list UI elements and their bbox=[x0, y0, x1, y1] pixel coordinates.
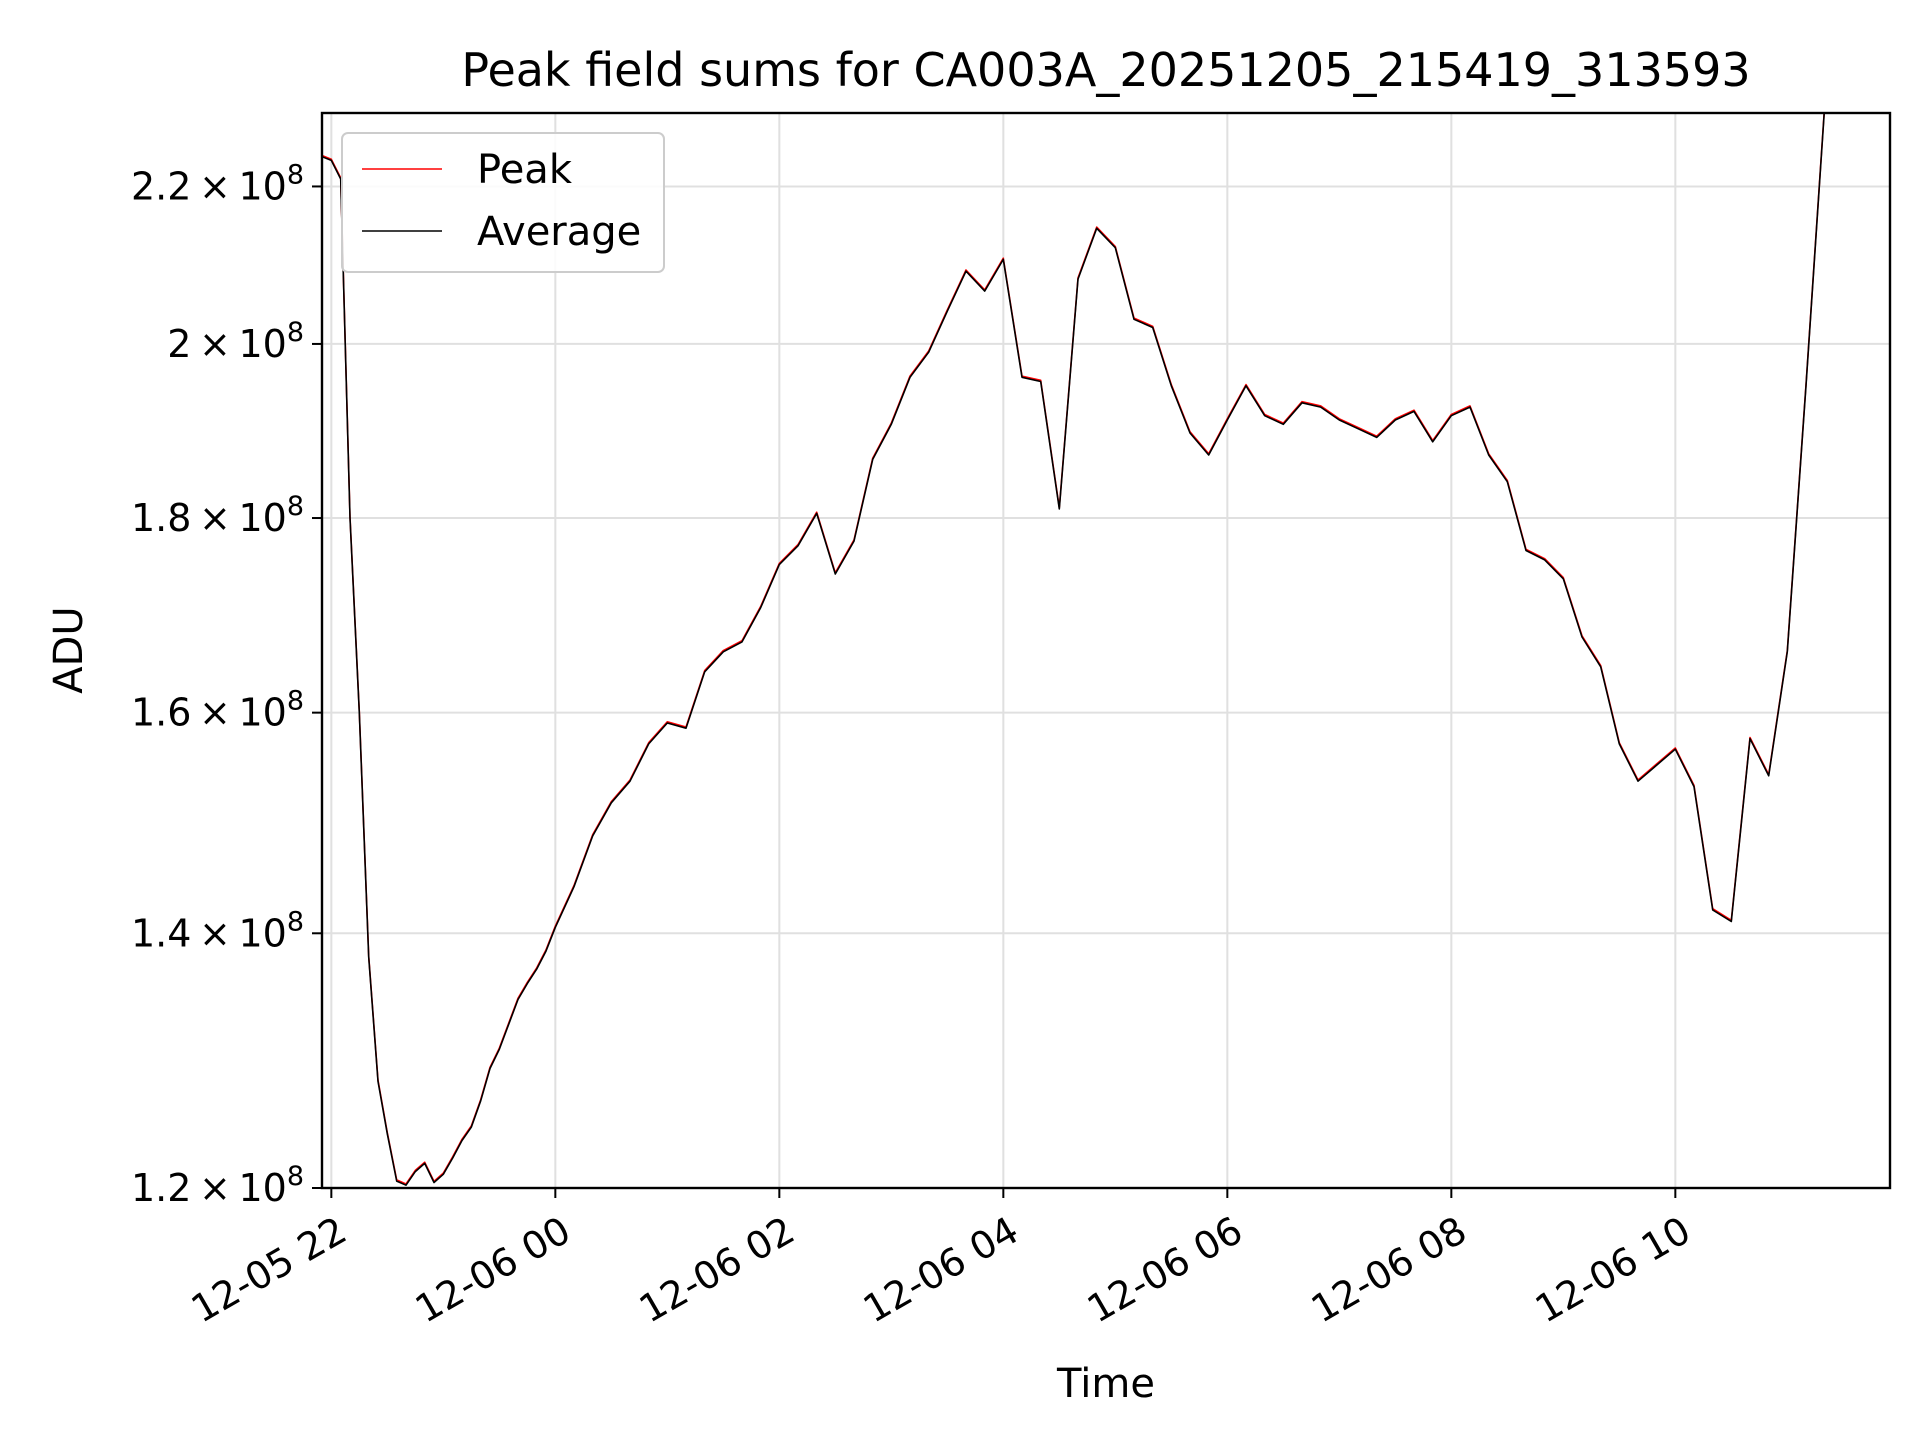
y-tick-label: 1.6 × 108 bbox=[131, 686, 304, 735]
legend: Peak Average bbox=[341, 132, 665, 273]
y-tick-label: 1.8 × 108 bbox=[131, 491, 304, 540]
y-tick-label: 1.2 × 108 bbox=[131, 1161, 304, 1210]
legend-label-peak: Peak bbox=[477, 147, 573, 193]
y-tick-label: 2.2 × 108 bbox=[131, 159, 304, 208]
legend-label-average: Average bbox=[477, 209, 641, 255]
chart-title: Peak field sums for CA003A_20251205_2154… bbox=[461, 43, 1750, 97]
y-axis: 1.2 × 108 1.4 × 108 1.6 × 108 1.8 × 108 2 × … bbox=[131, 159, 322, 1210]
series-line-average bbox=[322, 113, 1826, 1186]
plot-area bbox=[322, 113, 1890, 1188]
legend-box bbox=[341, 132, 665, 273]
plot-lines bbox=[322, 113, 1826, 1186]
axes-frame bbox=[320, 111, 1892, 1190]
y-axis-label: ADU bbox=[46, 606, 92, 693]
y-tick-label: 1.4 × 108 bbox=[131, 906, 304, 955]
x-axis-label: Time bbox=[1056, 1361, 1155, 1407]
y-tick-label: 2 × 108 bbox=[167, 317, 304, 366]
